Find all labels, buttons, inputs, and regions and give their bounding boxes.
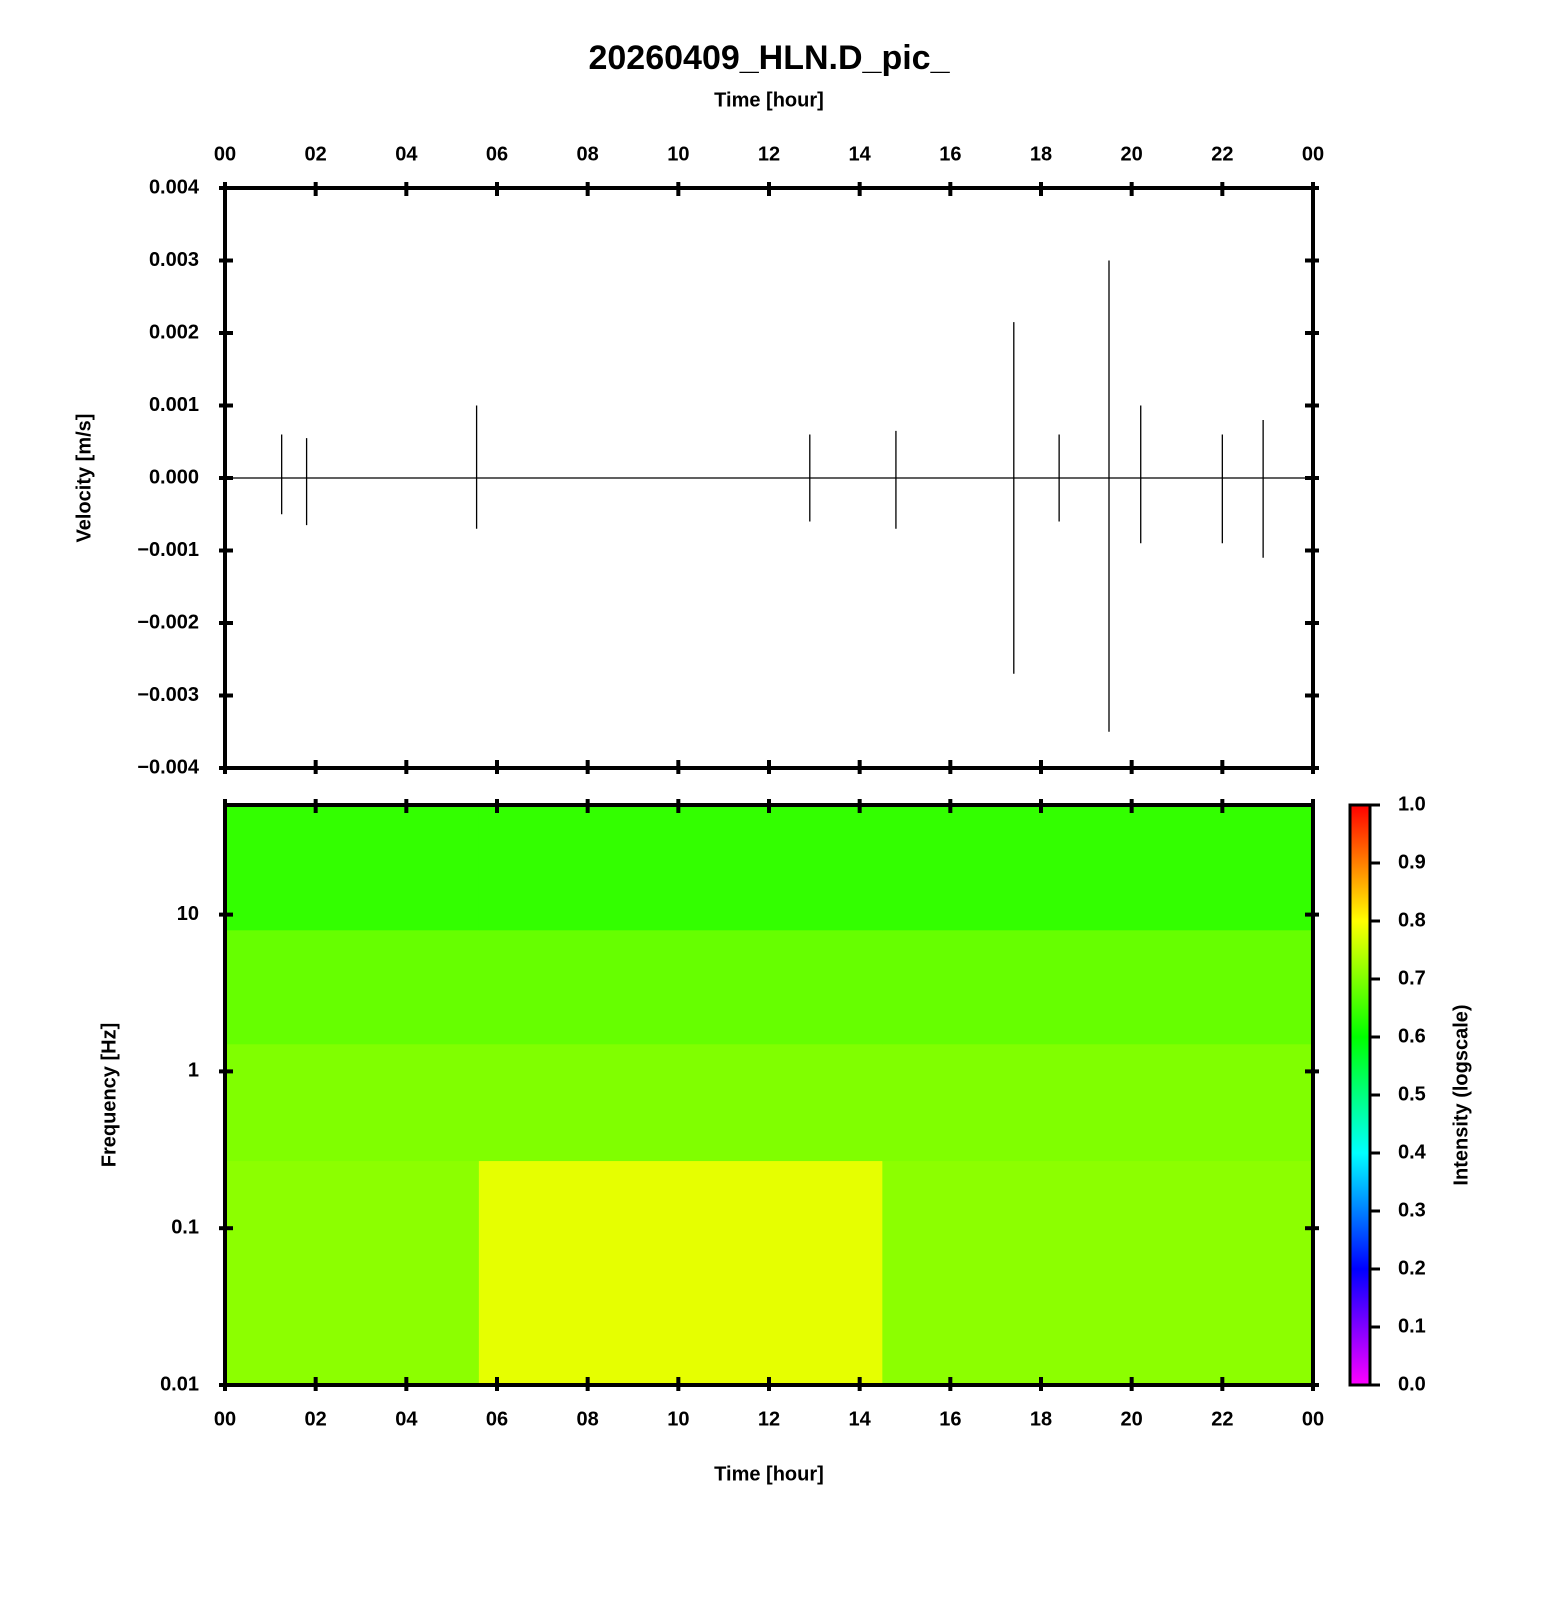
heat-cell [225, 1043, 480, 1162]
y-tick-label: 10 [177, 903, 199, 925]
x-tick-label: 08 [577, 1408, 599, 1430]
heat-cell [882, 805, 1314, 931]
title: 20260409_HLN.D_pic_ [588, 39, 950, 77]
colorbar-tick-label: 0.0 [1398, 1373, 1426, 1395]
y-tick-label: 1 [188, 1060, 199, 1082]
heat-cell [882, 929, 1314, 1045]
top-y-label: Velocity [m/s] [73, 414, 95, 543]
y-tick-label: −0.004 [137, 756, 200, 778]
y-tick-label: 0.003 [149, 249, 199, 271]
colorbar-tick-label: 0.5 [1398, 1083, 1426, 1105]
x-tick-label: 02 [305, 143, 327, 165]
x-tick-label: 20 [1121, 1408, 1143, 1430]
y-tick-label: −0.003 [137, 684, 199, 706]
x-tick-label: 10 [667, 143, 689, 165]
heat-cell [225, 929, 480, 1045]
x-tick-label: 00 [1302, 143, 1324, 165]
x-tick-label: 16 [939, 1408, 961, 1430]
x-tick-label: 00 [214, 1408, 236, 1430]
x-tick-label: 18 [1030, 143, 1052, 165]
x-tick-label: 02 [305, 1408, 327, 1430]
x-tick-label: 00 [1302, 1408, 1324, 1430]
bottom-y-label: Frequency [Hz] [98, 1023, 120, 1167]
y-tick-label: 0.01 [160, 1373, 199, 1395]
heat-cell [478, 1043, 883, 1162]
x-tick-label: 18 [1030, 1408, 1052, 1430]
y-tick-label: 0.1 [171, 1216, 199, 1238]
waveform [225, 260, 1313, 732]
colorbar-tick-label: 0.6 [1398, 1025, 1426, 1047]
heat-cell [882, 1160, 1314, 1386]
colorbar-tick-label: 0.4 [1398, 1141, 1427, 1163]
bottom-x-label: Time [hour] [714, 1463, 824, 1485]
x-tick-label: 14 [849, 1408, 872, 1430]
y-tick-label: 0.001 [149, 394, 199, 416]
heat-cell [478, 1160, 883, 1386]
colorbar-tick-label: 0.3 [1398, 1199, 1426, 1221]
x-tick-label: 08 [577, 143, 599, 165]
heat-cell [882, 1043, 1314, 1162]
x-tick-label: 04 [395, 1408, 418, 1430]
x-tick-label: 06 [486, 1408, 508, 1430]
x-tick-label: 12 [758, 1408, 780, 1430]
x-tick-label: 06 [486, 143, 508, 165]
x-tick-label: 22 [1211, 143, 1233, 165]
x-tick-label: 12 [758, 143, 780, 165]
heat-cell [225, 805, 480, 931]
colorbar-tick-label: 0.9 [1398, 851, 1426, 873]
heat-cell [225, 1160, 480, 1386]
colorbar-tick-label: 1.0 [1398, 793, 1426, 815]
heat-cell [478, 929, 883, 1045]
x-tick-label: 22 [1211, 1408, 1233, 1430]
colorbar-tick-label: 0.1 [1398, 1315, 1426, 1337]
colorbar-label: Intensity (logscale) [1450, 1004, 1472, 1185]
colorbar-tick-label: 0.8 [1398, 909, 1426, 931]
y-tick-label: −0.002 [137, 611, 199, 633]
x-tick-label: 14 [849, 143, 872, 165]
colorbar-tick-label: 0.7 [1398, 967, 1426, 989]
x-tick-label: 20 [1121, 143, 1143, 165]
y-tick-label: 0.004 [149, 176, 200, 198]
colorbar-tick-label: 0.2 [1398, 1257, 1426, 1279]
x-tick-label: 10 [667, 1408, 689, 1430]
x-tick-label: 00 [214, 143, 236, 165]
y-tick-label: 0.002 [149, 321, 199, 343]
x-tick-label: 04 [395, 143, 418, 165]
colorbar [1348, 803, 1372, 1387]
heat-cell [478, 805, 883, 931]
top-x-label: Time [hour] [714, 89, 824, 111]
x-tick-label: 16 [939, 143, 961, 165]
y-tick-label: 0.000 [149, 466, 199, 488]
y-tick-label: −0.001 [137, 539, 199, 561]
